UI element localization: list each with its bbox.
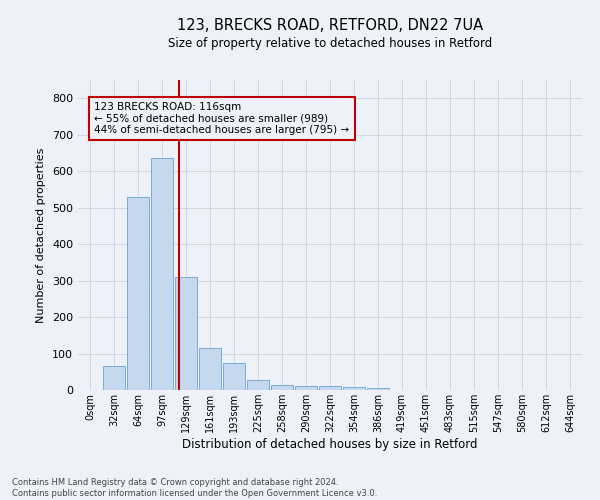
Text: Contains HM Land Registry data © Crown copyright and database right 2024.
Contai: Contains HM Land Registry data © Crown c… <box>12 478 377 498</box>
Bar <box>367 388 389 390</box>
Bar <box>271 384 293 390</box>
Bar <box>103 366 125 390</box>
Bar <box>247 380 269 390</box>
Bar <box>223 362 245 390</box>
Bar <box>295 386 317 390</box>
Bar <box>319 386 341 390</box>
X-axis label: Distribution of detached houses by size in Retford: Distribution of detached houses by size … <box>182 438 478 451</box>
Bar <box>199 348 221 390</box>
Bar <box>175 277 197 390</box>
Text: 123, BRECKS ROAD, RETFORD, DN22 7UA: 123, BRECKS ROAD, RETFORD, DN22 7UA <box>177 18 483 32</box>
Bar <box>343 387 365 390</box>
Bar <box>127 196 149 390</box>
Text: 123 BRECKS ROAD: 116sqm
← 55% of detached houses are smaller (989)
44% of semi-d: 123 BRECKS ROAD: 116sqm ← 55% of detache… <box>94 102 349 135</box>
Y-axis label: Number of detached properties: Number of detached properties <box>37 148 46 322</box>
Text: Size of property relative to detached houses in Retford: Size of property relative to detached ho… <box>168 38 492 51</box>
Bar <box>151 158 173 390</box>
